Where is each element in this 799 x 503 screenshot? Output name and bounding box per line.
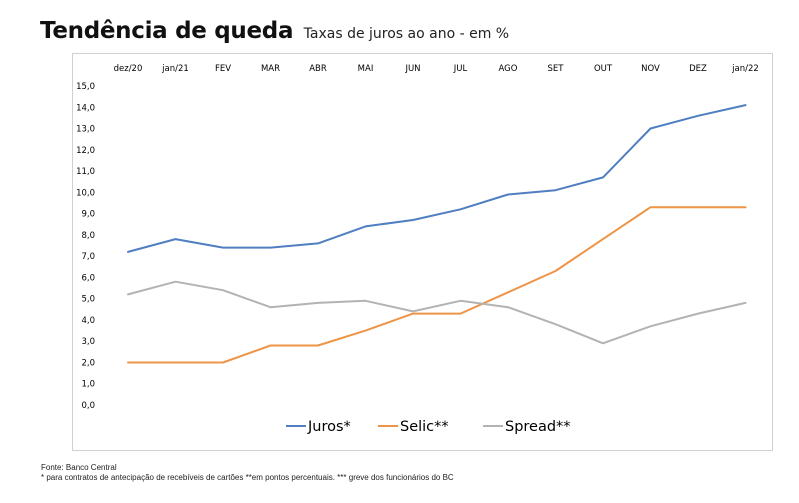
x-tick-label: AGO xyxy=(499,64,518,74)
y-tick-label: 15,0 xyxy=(76,82,95,92)
x-tick-label: JUL xyxy=(453,64,468,74)
x-tick-label: OUT xyxy=(594,64,613,74)
x-tick-label: jan/22 xyxy=(731,64,759,74)
y-tick-label: 13,0 xyxy=(76,125,95,135)
x-tick-label: DEZ xyxy=(689,64,707,74)
x-tick-label: ABR xyxy=(309,64,327,74)
legend-label: Juros* xyxy=(307,419,351,435)
x-tick-label: JUN xyxy=(404,64,420,74)
x-tick-label: NOV xyxy=(641,64,660,74)
y-tick-label: 6,0 xyxy=(81,273,95,283)
chart-area: 0,0 1,0 2,0 3,0 4,0 5,0 6,0 7,0 8,0 9,0 10,0 11,0 12… xyxy=(72,53,773,451)
x-tick-label: dez/20 xyxy=(114,64,143,74)
chart-header: Tendência de queda Taxas de juros ao ano… xyxy=(40,18,509,44)
series-line-1 xyxy=(127,104,747,253)
legend: Juros* Selic** Spread** xyxy=(286,419,571,435)
series-line-3 xyxy=(127,280,747,345)
x-tick-label: MAR xyxy=(261,64,280,74)
chart-footer: Fonte: Banco Central * para contratos de… xyxy=(41,463,454,483)
y-tick-label: 12,0 xyxy=(76,146,95,156)
series-line-2 xyxy=(127,206,747,364)
y-tick-label: 14,0 xyxy=(76,103,95,113)
y-tick-label: 10,0 xyxy=(76,188,95,198)
source-note: Fonte: Banco Central xyxy=(41,463,117,472)
footnotes: * para contratos de antecipação de receb… xyxy=(41,473,454,482)
line-chart: 0,0 1,0 2,0 3,0 4,0 5,0 6,0 7,0 8,0 9,0 10,0 11,0 12… xyxy=(76,64,759,435)
y-tick-label: 8,0 xyxy=(81,231,95,241)
legend-label: Selic** xyxy=(400,419,449,435)
x-tick-label: jan/21 xyxy=(161,64,189,74)
x-tick-label: FEV xyxy=(215,64,231,74)
chart-subtitle: Taxas de juros ao ano - em % xyxy=(303,26,510,42)
y-tick-label: 4,0 xyxy=(81,316,95,326)
y-tick-label: 7,0 xyxy=(81,252,95,262)
y-tick-label: 1,0 xyxy=(81,380,95,390)
y-tick-label: 2,0 xyxy=(81,358,95,368)
chart-title: Tendência de queda xyxy=(40,18,294,44)
x-axis: dez/20 jan/21 FEV MAR ABR MAI JUN JUL AGO SET OUT N… xyxy=(114,64,759,74)
series-layer xyxy=(127,104,747,364)
y-tick-label: 11,0 xyxy=(76,167,95,177)
y-axis: 0,0 1,0 2,0 3,0 4,0 5,0 6,0 7,0 8,0 9,0 10,0 11,0 12… xyxy=(76,82,95,411)
y-tick-label: 0,0 xyxy=(81,401,95,411)
y-tick-label: 3,0 xyxy=(81,337,95,347)
x-tick-label: SET xyxy=(548,64,565,74)
y-tick-label: 5,0 xyxy=(81,295,95,305)
legend-label: Spread** xyxy=(505,419,571,435)
x-tick-label: MAI xyxy=(358,64,374,74)
y-tick-label: 9,0 xyxy=(81,210,95,220)
